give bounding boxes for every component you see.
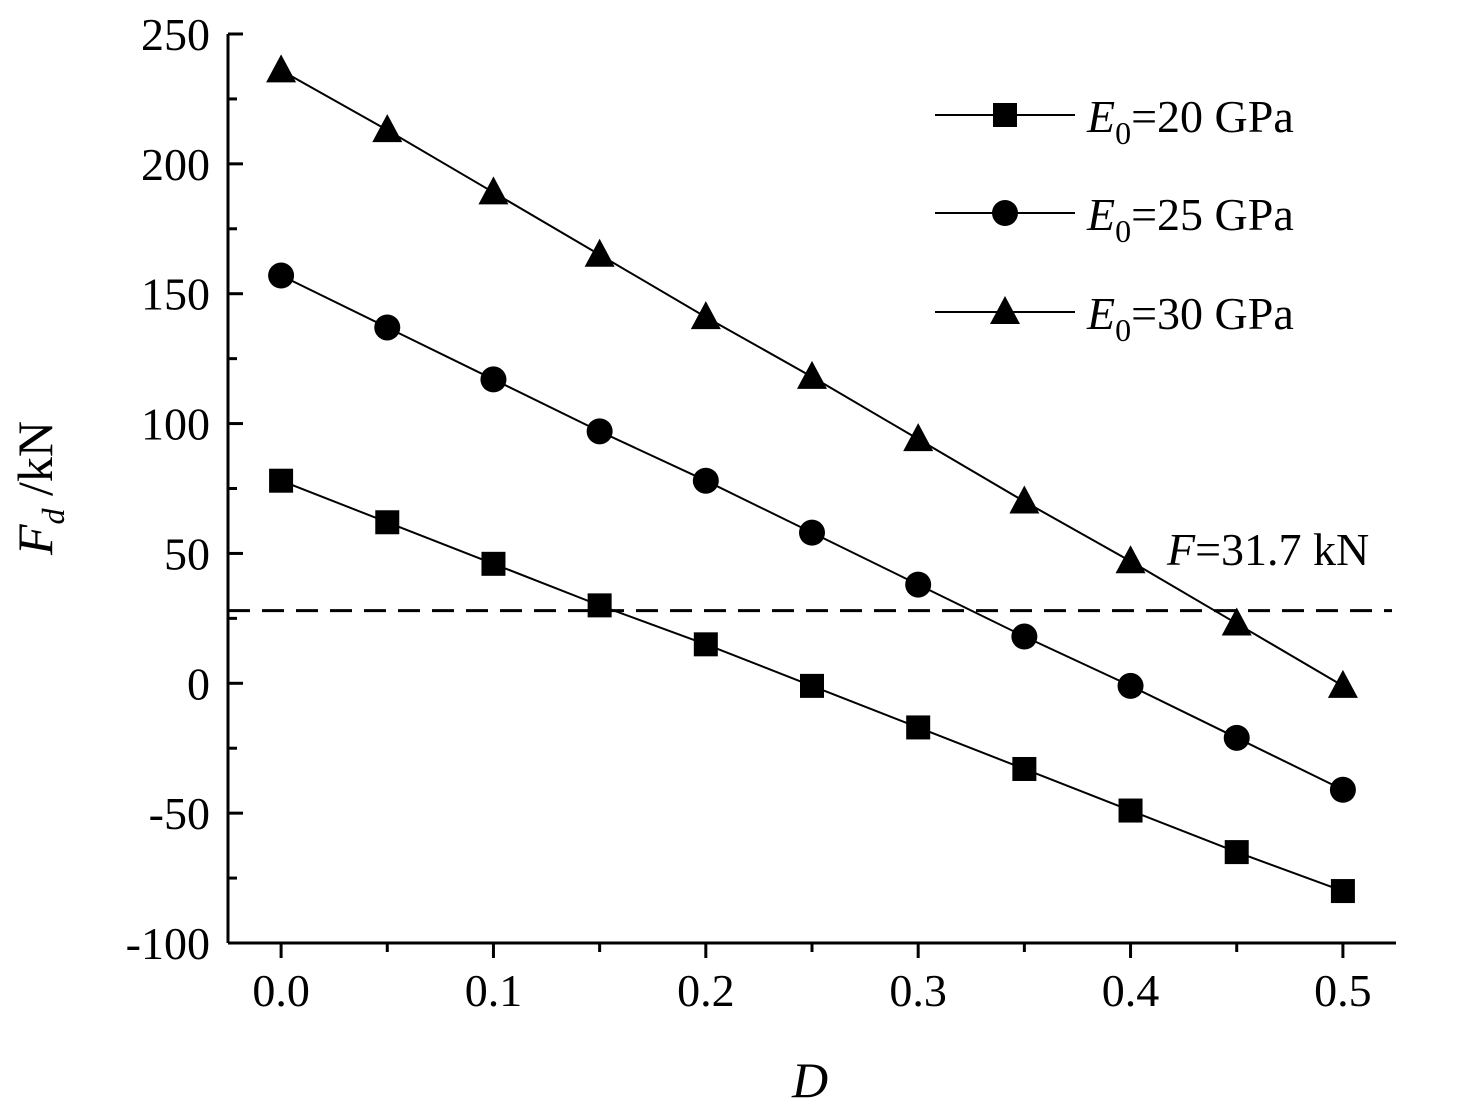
data-point-square xyxy=(1330,879,1355,904)
annotation-rest: =31.7 kN xyxy=(1195,524,1369,575)
y-tick-label: -100 xyxy=(126,918,210,969)
data-point-square xyxy=(1012,756,1037,781)
data-point-triangle xyxy=(797,360,827,389)
data-point-circle xyxy=(1223,724,1250,751)
data-point-circle xyxy=(586,418,613,445)
data-point-circle xyxy=(268,262,295,289)
y-tick-label: 100 xyxy=(141,399,210,450)
data-point-circle xyxy=(1011,623,1038,650)
data-point-triangle xyxy=(1327,669,1358,698)
y-tick-label: 250 xyxy=(141,9,210,60)
legend-label-0-rest: =20 GPa xyxy=(1131,91,1294,142)
plot-frame xyxy=(226,34,1396,945)
y-axis-title-sub: d xyxy=(35,507,71,524)
data-point-triangle xyxy=(584,238,615,267)
legend-marker-triangle xyxy=(990,296,1020,324)
data-point-triangle xyxy=(1115,545,1146,574)
legend-entry-1: E0=25 GPa xyxy=(935,189,1294,249)
data-point-circle xyxy=(1117,672,1144,699)
data-point-square xyxy=(693,632,718,657)
y-tick-label: 200 xyxy=(141,139,210,190)
legend-label-0: E0=20 GPa xyxy=(1086,91,1294,151)
y-axis-ticks: -100 -50 0 50 100 150 200 250 xyxy=(126,9,243,969)
data-point-triangle xyxy=(690,301,721,330)
legend-label-2-sub: 0 xyxy=(1115,312,1131,348)
data-point-triangle xyxy=(372,114,403,143)
data-point-square xyxy=(269,468,294,493)
data-point-circle xyxy=(1329,776,1356,803)
x-tick-label: 0.0 xyxy=(252,965,310,1016)
data-point-circle xyxy=(480,366,507,393)
legend-label-2-main: E xyxy=(1086,288,1115,339)
legend-label-2: E0=30 GPa xyxy=(1086,288,1294,348)
legend-label-1-main: E xyxy=(1086,189,1115,240)
annotation-main: F xyxy=(1166,524,1196,575)
data-point-circle xyxy=(374,314,401,341)
y-tick-label: 50 xyxy=(164,528,210,579)
legend-label-1: E0=25 GPa xyxy=(1086,189,1294,249)
legend: E0=20 GPa E0=25 GPa E0=30 GPa xyxy=(935,91,1294,348)
data-point-triangle xyxy=(266,54,297,83)
data-point-square xyxy=(1224,840,1249,865)
data-point-square xyxy=(800,673,824,698)
data-point-triangle xyxy=(1009,485,1040,514)
reference-annotation: F=31.7 kN xyxy=(1166,524,1369,575)
x-tick-label: 0.2 xyxy=(677,965,735,1016)
y-tick-label: 0 xyxy=(187,658,210,709)
x-tick-label: 0.4 xyxy=(1102,965,1160,1016)
legend-entry-0: E0=20 GPa xyxy=(935,91,1294,151)
data-point-square xyxy=(481,551,506,576)
data-point-square xyxy=(375,510,400,535)
y-axis-title: Fd /kN xyxy=(7,421,71,556)
series-markers xyxy=(266,54,1358,904)
data-point-triangle xyxy=(1221,607,1252,636)
y-tick-label: -50 xyxy=(149,788,210,839)
data-point-circle xyxy=(692,467,719,494)
data-point-triangle xyxy=(903,423,934,452)
legend-entry-2: E0=30 GPa xyxy=(935,288,1294,348)
x-tick-label: 0.1 xyxy=(465,965,523,1016)
x-axis-ticks: 0.0 0.1 0.2 0.3 0.4 0.5 xyxy=(252,943,1372,1016)
y-axis-title-rest: /kN xyxy=(7,421,63,509)
legend-marker-circle xyxy=(992,200,1018,226)
legend-label-2-rest: =30 GPa xyxy=(1131,288,1294,339)
y-tick-label: 150 xyxy=(141,269,210,320)
legend-marker-square xyxy=(993,103,1017,127)
x-tick-label: 0.3 xyxy=(889,965,947,1016)
legend-label-1-sub: 0 xyxy=(1115,213,1131,249)
data-point-square xyxy=(587,593,612,618)
data-point-circle xyxy=(799,519,825,546)
data-point-square xyxy=(906,715,931,740)
x-tick-label: 0.5 xyxy=(1314,965,1372,1016)
x-axis-title: D xyxy=(791,1052,828,1108)
legend-label-0-sub: 0 xyxy=(1115,115,1131,151)
data-point-square xyxy=(1118,798,1143,823)
y-axis-title-main: F xyxy=(7,524,63,556)
data-point-circle xyxy=(905,571,932,598)
legend-label-0-main: E xyxy=(1086,91,1115,142)
legend-label-1-rest: =25 GPa xyxy=(1131,189,1294,240)
data-point-triangle xyxy=(478,176,509,205)
